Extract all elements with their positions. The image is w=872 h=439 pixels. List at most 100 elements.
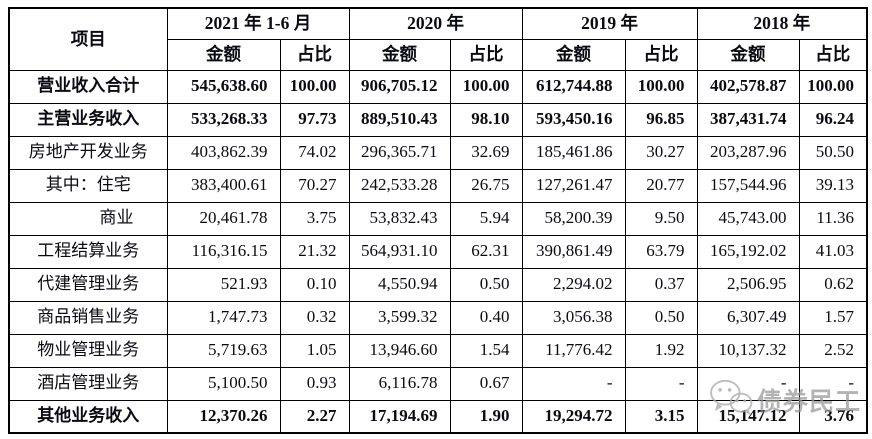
table-cell: 100.00 <box>449 69 523 104</box>
row-label: 商业 <box>8 201 168 236</box>
table-cell: 6,307.49 <box>696 300 800 335</box>
table-cell: 12,370.26 <box>166 399 281 434</box>
table-cell: 0.37 <box>624 267 698 302</box>
table-cell: 17,194.69 <box>348 399 451 434</box>
table-cell: 50.50 <box>798 135 868 170</box>
table-row: 其中：住宅 383,400.61 70.27 242,533.28 26.75 127,2… <box>8 168 868 203</box>
table-cell: 100.00 <box>279 69 350 104</box>
column-header-ratio: 占比 <box>624 38 698 71</box>
table-cell: 533,268.33 <box>166 102 281 137</box>
table-cell: 2.27 <box>279 399 350 434</box>
table-cell: 3.15 <box>624 399 698 434</box>
table-cell: 96.24 <box>798 102 868 137</box>
table-cell: 10,137.32 <box>696 333 800 368</box>
column-header-year: 2019 年 <box>521 7 698 40</box>
table-cell: 6,116.78 <box>348 366 451 401</box>
header-row-years: 项目 2021 年 1-6 月 2020 年 2019 年 2018 年 <box>8 7 868 71</box>
table-cell: 20,461.78 <box>166 201 281 236</box>
table-cell: 5,100.50 <box>166 366 281 401</box>
table-cell: 53,832.43 <box>348 201 451 236</box>
table-cell: 906,705.12 <box>348 69 451 104</box>
table-cell: 4,550.94 <box>348 267 451 302</box>
table-cell: - <box>624 366 698 401</box>
table-cell: 19,294.72 <box>521 399 626 434</box>
table-cell: 296,365.71 <box>348 135 451 170</box>
table-cell: 390,861.49 <box>521 234 626 269</box>
table-cell: 0.93 <box>279 366 350 401</box>
table-cell: 0.40 <box>449 300 523 335</box>
table-cell: - <box>521 366 626 401</box>
table-cell: 521.93 <box>166 267 281 302</box>
table-cell: 15,147.12 <box>696 399 800 434</box>
table-cell: 3.76 <box>798 399 868 434</box>
table-cell: 13,946.60 <box>348 333 451 368</box>
table-cell: 20.77 <box>624 168 698 203</box>
table-cell: 5.94 <box>449 201 523 236</box>
table-cell: 30.27 <box>624 135 698 170</box>
row-label: 其他业务收入 <box>8 399 168 434</box>
table-cell: 0.10 <box>279 267 350 302</box>
table-cell: 403,862.39 <box>166 135 281 170</box>
table-cell: 157,544.96 <box>696 168 800 203</box>
table-row: 工程结算业务 116,316.15 21.32 564,931.10 62.31 390,… <box>8 234 868 269</box>
table-row: 房地产开发业务 403,862.39 74.02 296,365.71 32.69 185… <box>8 135 868 170</box>
row-label: 主营业务收入 <box>8 102 168 137</box>
table-row: 商业 20,461.78 3.75 53,832.43 5.94 58,200.39 9.5… <box>8 201 868 236</box>
table-cell: 11,776.42 <box>521 333 626 368</box>
table-cell: 387,431.74 <box>696 102 800 137</box>
table-cell: 545,638.60 <box>166 69 281 104</box>
table-cell: 32.69 <box>449 135 523 170</box>
table-cell: 26.75 <box>449 168 523 203</box>
table-cell: 1.05 <box>279 333 350 368</box>
table-cell: 242,533.28 <box>348 168 451 203</box>
table-row: 代建管理业务 521.93 0.10 4,550.94 0.50 2,294.02 0.37… <box>8 267 868 302</box>
table-cell: 165,192.02 <box>696 234 800 269</box>
table-cell: 62.31 <box>449 234 523 269</box>
table-cell: 127,261.47 <box>521 168 626 203</box>
table-cell: 889,510.43 <box>348 102 451 137</box>
table-cell: 1.57 <box>798 300 868 335</box>
table-cell: 402,578.87 <box>696 69 800 104</box>
table-cell: 564,931.10 <box>348 234 451 269</box>
row-label: 房地产开发业务 <box>8 135 168 170</box>
table-cell: 2,294.02 <box>521 267 626 302</box>
table-cell: 1,747.73 <box>166 300 281 335</box>
table-cell: 1.92 <box>624 333 698 368</box>
table-cell: 116,316.15 <box>166 234 281 269</box>
table-row: 物业管理业务 5,719.63 1.05 13,946.60 1.54 11,776.42… <box>8 333 868 368</box>
table-cell: 100.00 <box>798 69 868 104</box>
column-header-amount: 金额 <box>166 38 281 71</box>
table-cell: 612,744.88 <box>521 69 626 104</box>
row-label: 酒店管理业务 <box>8 366 168 401</box>
column-header-item: 项目 <box>8 7 168 71</box>
table-cell: 0.50 <box>449 267 523 302</box>
table-row: 主营业务收入 533,268.33 97.73 889,510.43 98.10 593,… <box>8 102 868 137</box>
table-cell: 2,506.95 <box>696 267 800 302</box>
table-cell: 0.67 <box>449 366 523 401</box>
table-cell: 11.36 <box>798 201 868 236</box>
row-label: 营业收入合计 <box>8 69 168 104</box>
column-header-ratio: 占比 <box>798 38 868 71</box>
row-label: 商品销售业务 <box>8 300 168 335</box>
table-cell: 1.90 <box>449 399 523 434</box>
table-cell: 21.32 <box>279 234 350 269</box>
table-cell: 45,743.00 <box>696 201 800 236</box>
row-label: 其中：住宅 <box>8 168 168 203</box>
table-cell: 0.62 <box>798 267 868 302</box>
table-cell: 5,719.63 <box>166 333 281 368</box>
table-cell: 0.32 <box>279 300 350 335</box>
table-cell: 39.13 <box>798 168 868 203</box>
table-row: 商品销售业务 1,747.73 0.32 3,599.32 0.40 3,056.38 0.… <box>8 300 868 335</box>
header-row-subcolumns: 金额 占比 金额 占比 金额 占比 金额 占比 <box>9 38 868 71</box>
column-header-ratio: 占比 <box>449 38 523 71</box>
table-cell: 593,450.16 <box>521 102 626 137</box>
table-cell: 58,200.39 <box>521 201 626 236</box>
row-label: 物业管理业务 <box>8 333 168 368</box>
table-cell: 2.52 <box>798 333 868 368</box>
column-header-year: 2021 年 1-6 月 <box>166 7 350 40</box>
table-cell: 185,461.86 <box>521 135 626 170</box>
table-cell: 3,056.38 <box>521 300 626 335</box>
table-row: 其他业务收入 12,370.26 2.27 17,194.69 1.90 19,294.7… <box>8 399 868 434</box>
table-cell: 3,599.32 <box>348 300 451 335</box>
